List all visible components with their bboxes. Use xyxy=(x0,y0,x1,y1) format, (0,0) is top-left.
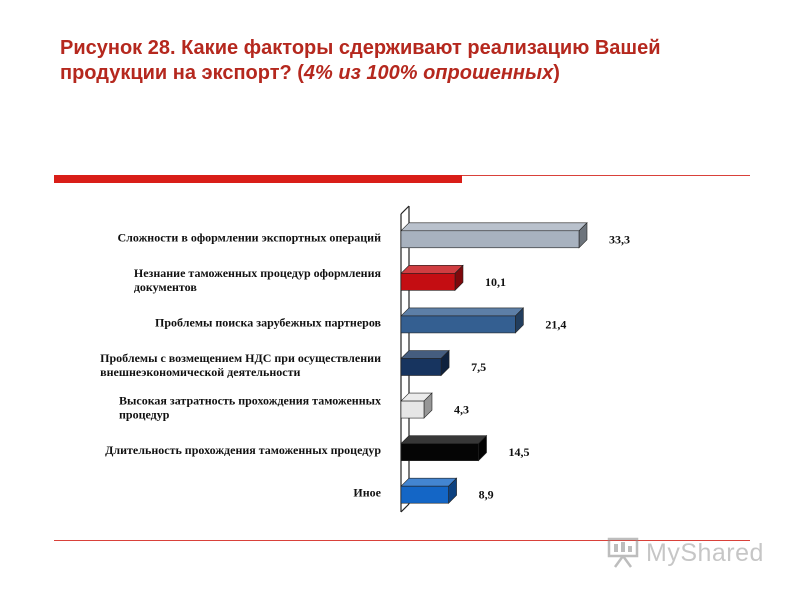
value-label-2: 10,1 xyxy=(485,275,506,289)
bar-top-7 xyxy=(400,477,458,487)
category-label-2-line-2: документов xyxy=(134,280,198,294)
title-divider-accent xyxy=(54,175,462,183)
value-label-4: 7,5 xyxy=(471,360,486,374)
bar-4 xyxy=(400,358,442,376)
category-label-6: Длительность прохождения таможенных проц… xyxy=(105,443,381,457)
watermark: MyShared xyxy=(606,537,764,569)
category-label-1: Сложности в оформлении экспортных операц… xyxy=(118,230,382,244)
value-label-7: 8,9 xyxy=(479,488,494,502)
axis-wall xyxy=(381,218,393,516)
bar-6 xyxy=(400,443,479,461)
bar-5 xyxy=(400,400,425,419)
bar-top-1 xyxy=(400,222,588,232)
bar-top-6 xyxy=(400,435,488,444)
bar-7 xyxy=(400,485,449,504)
slide-title: Рисунок 28. Какие факторы сдерживают реа… xyxy=(60,36,760,86)
value-label-5: 4,3 xyxy=(454,403,469,417)
category-label-5-line-1: Высокая затратность прохождения таможенн… xyxy=(119,394,381,408)
slide-title-close: ) xyxy=(553,62,560,84)
slide-title-main: Рисунок 28. Какие факторы сдерживают реа… xyxy=(60,37,661,84)
bar-1 xyxy=(400,230,580,249)
bar-top-3 xyxy=(400,307,525,317)
presentation-icon xyxy=(607,537,639,568)
category-label-5-line-2: процедур xyxy=(119,408,170,422)
bar-3 xyxy=(400,315,516,334)
category-axis-top-edge xyxy=(400,205,410,215)
footer-divider xyxy=(54,540,750,541)
category-axis-bottom-edge xyxy=(400,503,410,513)
watermark-text: MyShared xyxy=(646,538,764,567)
category-label-4-line-1: Проблемы с возмещением НДС при осуществл… xyxy=(100,351,381,365)
value-label-6: 14,5 xyxy=(509,445,530,459)
bar-2 xyxy=(400,273,456,291)
value-label-1: 33,3 xyxy=(609,232,630,246)
category-label-2-line-1: Незнание таможенных процедур оформления xyxy=(134,266,382,280)
category-label-3: Проблемы поиска зарубежных партнеров xyxy=(155,315,381,329)
category-label-4-line-2: внешнеэкономической деятельности xyxy=(100,365,300,379)
slide-title-note: 4% из 100% опрошенных xyxy=(303,62,554,84)
bar-top-2 xyxy=(400,265,464,274)
title-divider-line xyxy=(462,175,750,176)
category-label-7: Иное xyxy=(353,486,381,500)
value-label-3: 21,4 xyxy=(545,317,566,331)
